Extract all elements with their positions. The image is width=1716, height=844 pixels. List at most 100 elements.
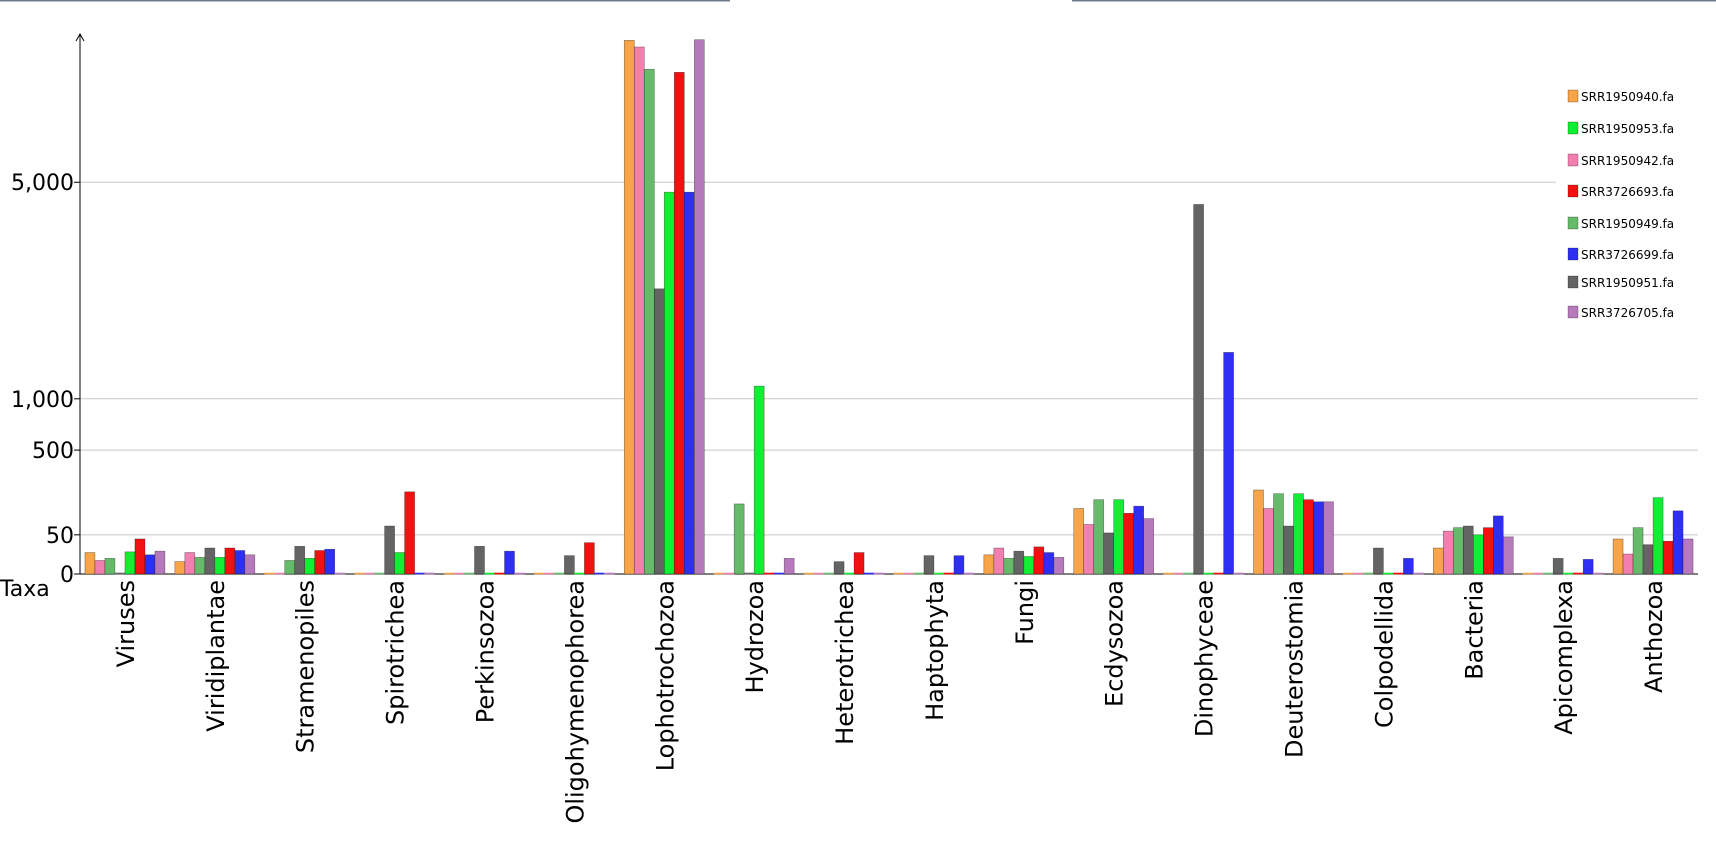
x-tick-label: Bacteria bbox=[1460, 580, 1488, 680]
bar bbox=[504, 550, 515, 575]
bar bbox=[114, 572, 126, 575]
bar bbox=[1632, 527, 1644, 575]
bar bbox=[1163, 572, 1174, 575]
x-tick-label: Viridiplantae bbox=[202, 580, 230, 732]
bar bbox=[653, 288, 665, 575]
bar bbox=[663, 191, 675, 575]
x-tick-label: Lophotrochozoa bbox=[651, 580, 679, 771]
bar bbox=[1413, 572, 1424, 575]
bar bbox=[244, 554, 256, 575]
bar bbox=[1403, 558, 1414, 575]
bar bbox=[1552, 558, 1564, 575]
bar bbox=[494, 572, 505, 575]
bar bbox=[913, 572, 925, 575]
bar bbox=[1522, 572, 1534, 575]
bar bbox=[1682, 538, 1694, 575]
y-tick-label: 500 bbox=[32, 439, 74, 464]
bar bbox=[1343, 572, 1354, 575]
legend-swatch bbox=[1567, 247, 1579, 261]
bar bbox=[633, 46, 645, 575]
bars bbox=[84, 39, 1694, 575]
bar bbox=[1572, 572, 1584, 575]
legend: SRR1950940.fa SRR1950953.fa SRR1950942.fa S… bbox=[1567, 89, 1674, 320]
bar bbox=[1103, 532, 1115, 575]
bar bbox=[374, 572, 385, 575]
x-tick-label: Haptophyta bbox=[921, 580, 949, 721]
bar bbox=[1133, 505, 1145, 575]
legend-swatch bbox=[1567, 89, 1579, 103]
x-tick-label: Oligohymenophorea bbox=[561, 580, 589, 824]
bar bbox=[953, 555, 965, 575]
legend-label: SRR1950953.fa bbox=[1581, 122, 1674, 136]
bar bbox=[274, 572, 286, 575]
bar bbox=[1003, 558, 1015, 575]
legend-swatch bbox=[1567, 216, 1579, 230]
bar bbox=[733, 503, 745, 575]
bar bbox=[154, 550, 166, 575]
bar bbox=[224, 547, 236, 575]
bar bbox=[1083, 524, 1095, 575]
bar bbox=[574, 572, 585, 575]
bar bbox=[1442, 530, 1454, 575]
bar bbox=[484, 572, 495, 575]
bar bbox=[1562, 572, 1574, 575]
bar bbox=[1592, 572, 1604, 575]
bar bbox=[1393, 572, 1404, 575]
bar bbox=[1373, 547, 1384, 575]
bar bbox=[214, 557, 226, 575]
x-tick-label: Deuterostomia bbox=[1281, 580, 1309, 758]
legend-label: SRR1950940.fa bbox=[1581, 90, 1674, 104]
y-axis: 0 50 500 1,000 5,000 bbox=[11, 32, 1698, 588]
bar bbox=[1622, 553, 1634, 575]
bar bbox=[534, 572, 545, 575]
bar bbox=[464, 572, 475, 575]
bar bbox=[783, 558, 795, 575]
bar bbox=[1363, 572, 1374, 575]
bar bbox=[1452, 527, 1464, 575]
bar bbox=[594, 572, 605, 575]
bar bbox=[743, 572, 755, 575]
y-tick-label: 5,000 bbox=[11, 171, 74, 196]
bar bbox=[863, 572, 875, 575]
legend-swatch bbox=[1567, 275, 1579, 289]
bar bbox=[144, 554, 156, 575]
y-axis-arrow bbox=[75, 32, 85, 42]
bar bbox=[923, 555, 935, 575]
bar bbox=[404, 491, 415, 575]
bar bbox=[1293, 493, 1304, 575]
bar bbox=[414, 572, 425, 575]
bar bbox=[1672, 510, 1684, 575]
bar bbox=[1093, 499, 1105, 575]
bar bbox=[1462, 525, 1474, 575]
bar bbox=[1472, 534, 1484, 575]
bar bbox=[544, 572, 555, 575]
x-tick-label: Stramenopiles bbox=[292, 580, 320, 753]
bar bbox=[1642, 544, 1654, 575]
bar bbox=[903, 572, 915, 575]
bar bbox=[304, 558, 316, 575]
bar bbox=[683, 191, 695, 575]
x-tick-label: Ecdysozoa bbox=[1101, 580, 1129, 707]
bar bbox=[334, 572, 346, 575]
legend-swatch bbox=[1567, 305, 1579, 319]
bar bbox=[753, 385, 765, 575]
bar bbox=[354, 572, 365, 575]
legend-label: SRR1950942.fa bbox=[1581, 154, 1674, 168]
bar bbox=[294, 545, 306, 575]
bar bbox=[1482, 527, 1494, 575]
x-tick-label: Anthozoa bbox=[1640, 580, 1668, 693]
y-tick-label: 1,000 bbox=[11, 388, 74, 413]
bar bbox=[1203, 572, 1214, 575]
x-tick-label: Apicomplexa bbox=[1550, 580, 1578, 735]
bar bbox=[643, 68, 655, 575]
legend-swatch bbox=[1567, 121, 1579, 135]
bar bbox=[1123, 513, 1135, 575]
x-axis-labels: Viruses Viridiplantae Stramenopiles Spirotr… bbox=[112, 580, 1668, 824]
bar bbox=[1033, 546, 1045, 575]
bar bbox=[474, 545, 485, 575]
bar bbox=[1043, 552, 1055, 575]
bar bbox=[1213, 572, 1224, 575]
x-axis-title: Taxa bbox=[0, 577, 50, 602]
bar bbox=[384, 525, 395, 575]
